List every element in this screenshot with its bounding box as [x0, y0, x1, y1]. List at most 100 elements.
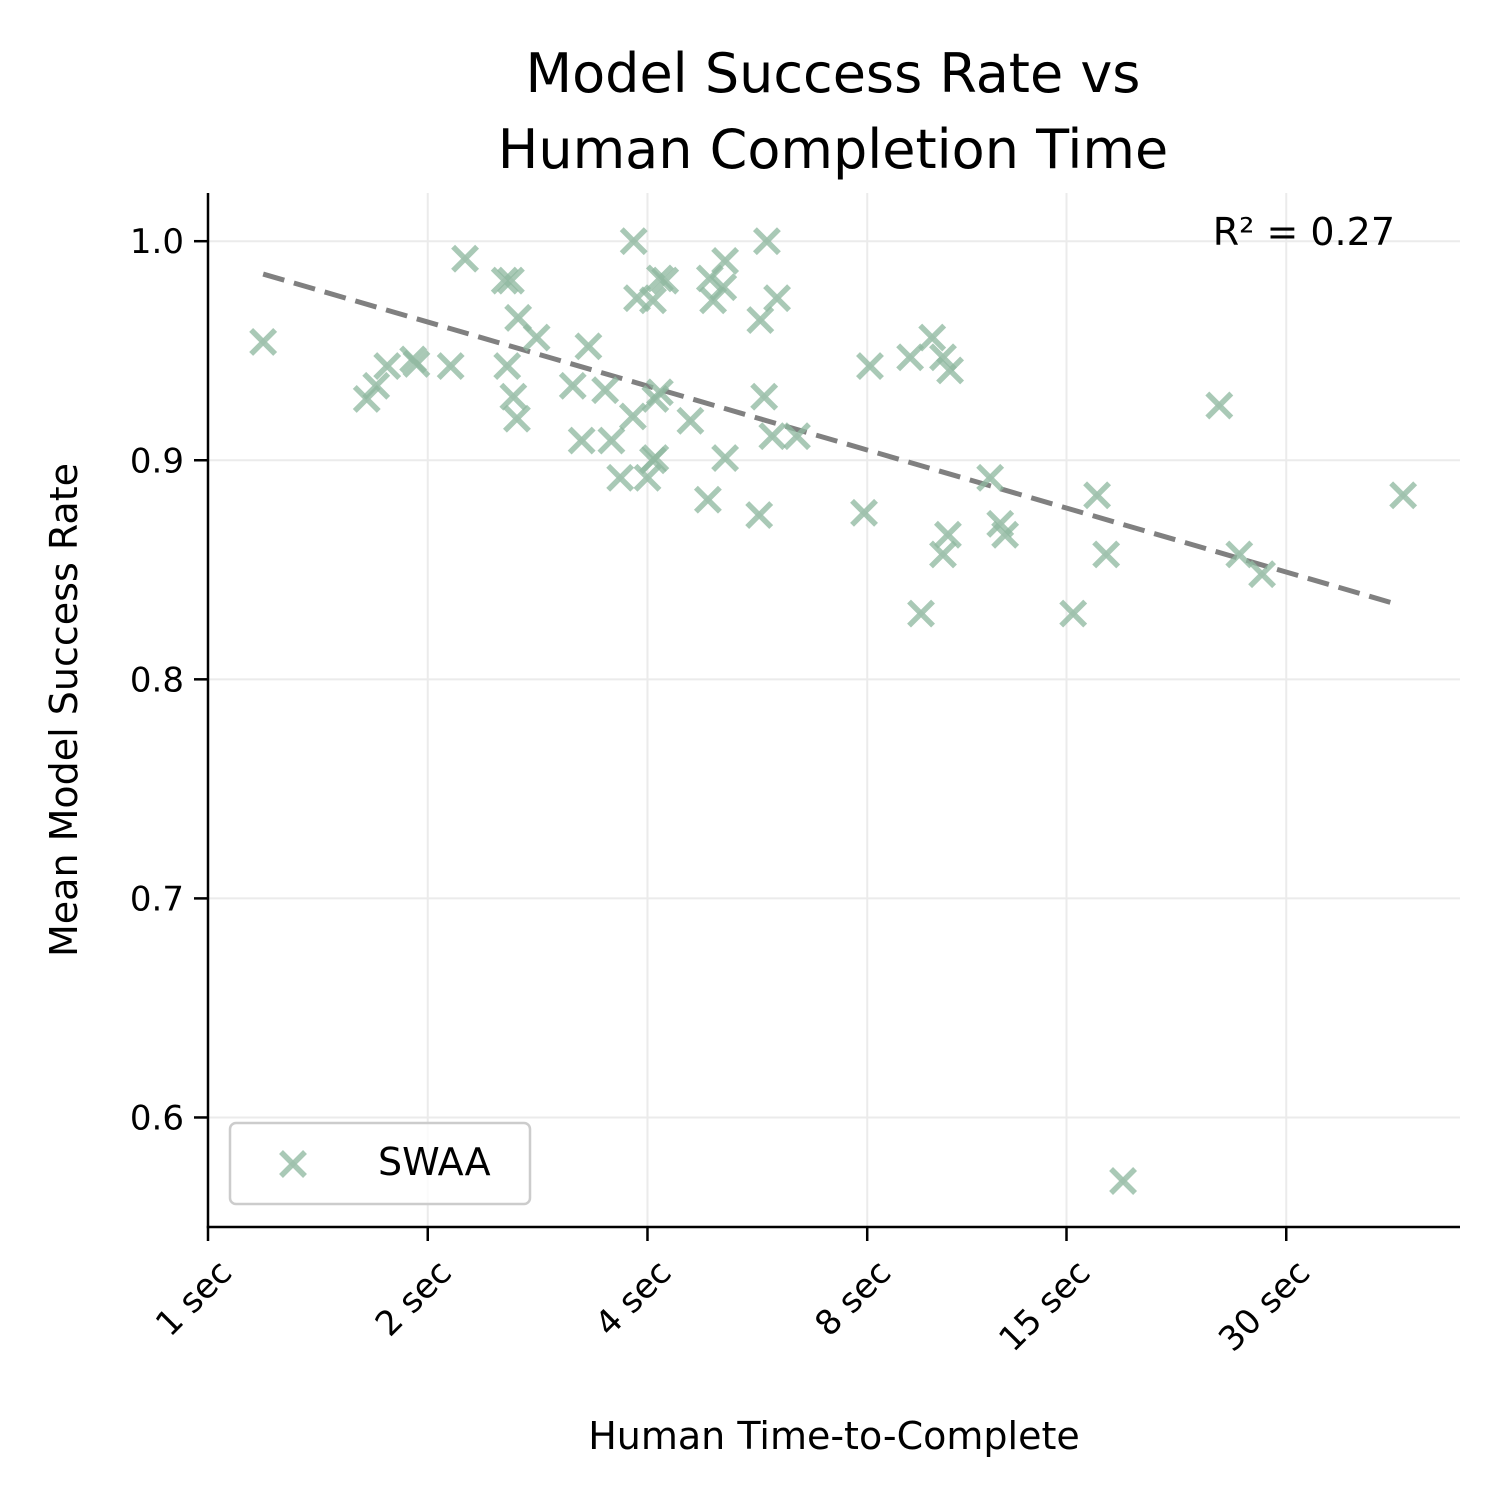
- data-point: [597, 426, 626, 455]
- data-point: [362, 371, 391, 400]
- legend-marker-x-icon: [279, 1150, 307, 1178]
- data-point: [633, 463, 662, 492]
- data-point: [618, 402, 647, 431]
- marker-stroke: [711, 246, 740, 275]
- x-tick-label: 4 sec: [588, 1253, 680, 1345]
- marker-stroke: [758, 422, 787, 451]
- x-tick-label: 2 sec: [368, 1253, 460, 1345]
- marker-stroke: [929, 540, 957, 569]
- marker-stroke: [907, 599, 935, 628]
- data-point: [522, 323, 551, 352]
- data-point: [436, 352, 465, 381]
- marker-stroke: [1059, 599, 1088, 628]
- marker-stroke: [693, 485, 722, 514]
- data-point: [1083, 481, 1112, 510]
- marker-stroke: [574, 332, 603, 361]
- marker-stroke: [504, 303, 533, 332]
- marker-stroke: [1248, 560, 1277, 589]
- marker-stroke: [499, 382, 528, 411]
- data-point: [490, 266, 519, 295]
- data-point: [991, 520, 1020, 549]
- data-point: [709, 273, 738, 302]
- marker-stroke: [746, 306, 775, 335]
- x-tick-label: 30 sec: [1211, 1253, 1318, 1360]
- marker-stroke: [1389, 481, 1418, 510]
- data-point: [639, 286, 667, 315]
- marker-stroke: [1083, 481, 1112, 510]
- marker-stroke: [639, 286, 667, 315]
- grid: [207, 193, 1460, 1227]
- marker-stroke: [1205, 391, 1234, 420]
- data-point: [1248, 560, 1277, 589]
- marker-stroke: [918, 323, 947, 352]
- data-point: [591, 376, 620, 405]
- data-point: [402, 349, 431, 378]
- marker-stroke: [496, 266, 525, 295]
- marker-stroke: [850, 498, 878, 527]
- data-point: [693, 485, 722, 514]
- data-point: [1225, 540, 1254, 569]
- data-point: [1109, 1167, 1138, 1195]
- x-axis-ticks: 1 sec 2 sec 4 sec 8 sec 15 sec 30 sec: [148, 1227, 1318, 1360]
- data-point: [752, 227, 781, 256]
- marker-stroke: [986, 509, 1015, 538]
- data-point: [933, 520, 962, 549]
- marker-stroke: [856, 352, 884, 381]
- data-point: [645, 378, 674, 407]
- x-tick-label: 1 sec: [148, 1253, 240, 1345]
- y-axis-label: Mean Model Success Rate: [42, 463, 86, 957]
- marker-stroke: [991, 520, 1020, 549]
- data-point: [750, 382, 779, 411]
- marker-stroke: [783, 422, 811, 451]
- data-point: [1389, 481, 1418, 510]
- data-point: [558, 371, 587, 400]
- legend: SWAA: [228, 1121, 532, 1206]
- y-tick-label: 0.9: [130, 441, 184, 481]
- marker-stroke: [606, 463, 635, 492]
- chart-title-line-1: Model Success Rate vs: [526, 42, 1141, 105]
- chart-title-line-2: Human Completion Time: [498, 118, 1169, 181]
- marker-stroke: [249, 328, 278, 356]
- x-tick-label: 15 sec: [991, 1253, 1098, 1360]
- marker-stroke: [641, 444, 670, 473]
- data-point: [783, 422, 811, 451]
- data-point: [907, 599, 935, 628]
- data-point: [929, 540, 957, 569]
- r-squared-annotation: R² = 0.27: [1213, 210, 1395, 254]
- marker-stroke: [503, 404, 531, 433]
- data-point: [496, 266, 525, 295]
- marker-stroke: [558, 371, 587, 400]
- marker-stroke: [522, 323, 551, 352]
- data-point: [758, 422, 787, 451]
- data-point: [763, 284, 792, 313]
- y-tick-label: 0.6: [130, 1098, 184, 1138]
- legend-label: SWAA: [378, 1140, 491, 1184]
- legend-box: [228, 1121, 532, 1206]
- marker-stroke: [936, 356, 965, 385]
- marker-stroke: [651, 266, 680, 295]
- y-tick-label: 1.0: [130, 222, 184, 262]
- data-point: [929, 343, 957, 372]
- data-point: [711, 246, 740, 275]
- marker-stroke: [633, 463, 662, 492]
- marker-stroke: [1225, 540, 1254, 569]
- data-point: [746, 306, 775, 335]
- marker-stroke: [436, 352, 465, 381]
- marker-stroke: [597, 426, 626, 455]
- marker-stroke: [402, 349, 431, 378]
- data-point: [493, 352, 522, 381]
- marker-stroke: [373, 352, 402, 381]
- y-axis-ticks: 0.6 0.7 0.8 0.9 1.0: [130, 222, 208, 1138]
- data-point: [451, 244, 480, 273]
- trendline: [262, 271, 1400, 608]
- data-points: [249, 227, 1418, 1195]
- data-point: [373, 352, 402, 381]
- data-point: [574, 332, 603, 361]
- data-point: [850, 498, 878, 527]
- marker-stroke: [619, 227, 648, 256]
- marker-stroke: [490, 266, 519, 295]
- trendline-group: [262, 271, 1400, 608]
- data-point: [676, 406, 705, 435]
- data-point: [641, 444, 670, 473]
